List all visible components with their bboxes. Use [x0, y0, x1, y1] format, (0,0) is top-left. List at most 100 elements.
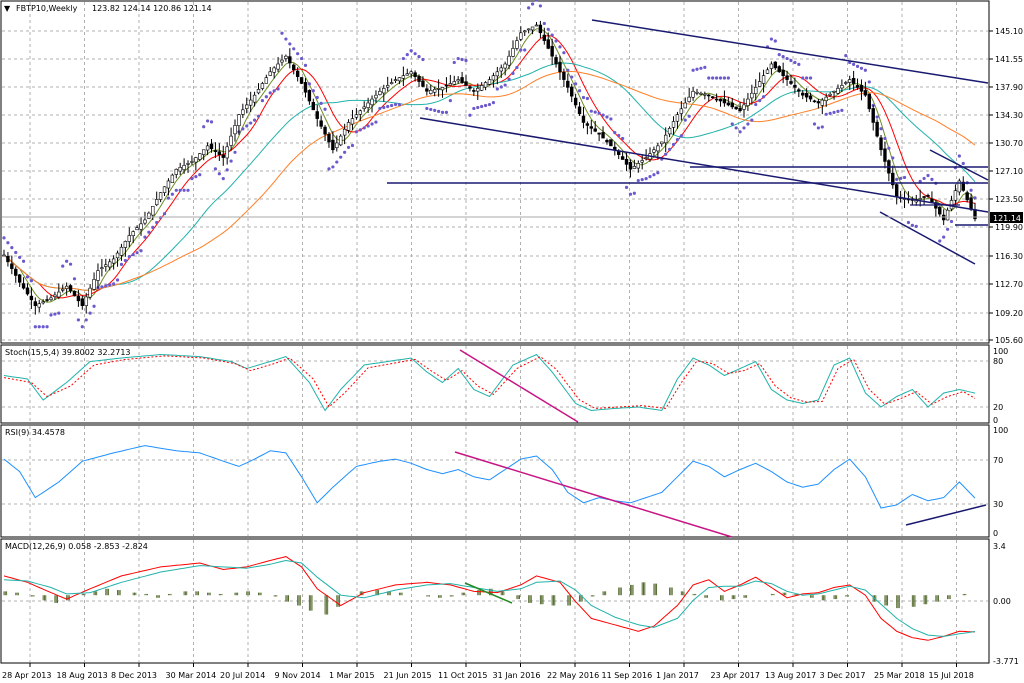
sar-dot	[350, 143, 355, 148]
candle-body	[221, 154, 225, 158]
sar-dot	[213, 167, 218, 171]
sar-dot	[754, 102, 758, 107]
sar-dot	[382, 105, 386, 110]
candle-body	[45, 299, 49, 301]
candle-body	[530, 26, 535, 31]
candle-body	[777, 66, 781, 73]
sar-dot	[722, 76, 727, 80]
candle-body	[33, 301, 38, 306]
candle-body	[10, 263, 14, 269]
sar-dot	[973, 196, 977, 200]
sar-dot	[758, 99, 762, 103]
candle-body	[605, 140, 609, 143]
title-arrow: ▼	[4, 4, 11, 13]
sar-dot	[605, 115, 609, 119]
sar-dot	[495, 87, 499, 91]
sar-dot	[491, 100, 496, 105]
candle-body	[848, 79, 852, 83]
candle-body	[186, 163, 190, 165]
candle-body	[209, 143, 214, 150]
candle-body	[151, 205, 155, 216]
sar-dot	[515, 65, 519, 70]
candle-body	[292, 64, 296, 71]
candle-body	[154, 199, 159, 206]
candle-body	[319, 120, 323, 127]
sar-dot	[252, 118, 257, 122]
candle-body	[804, 93, 809, 98]
sar-dot	[644, 177, 648, 181]
sar-dot	[863, 68, 867, 72]
x-tick-label: 22 May 2016	[547, 671, 599, 680]
sar-dot	[249, 121, 253, 125]
sar-dot	[534, 0, 539, 2]
price-tick-label: 130.70	[995, 139, 1023, 148]
sar-dot	[519, 48, 523, 52]
x-tick-label: 1 Mar 2015	[329, 671, 375, 680]
sar-dot	[440, 110, 445, 114]
sar-dot	[875, 115, 879, 119]
candle-body	[76, 296, 81, 302]
candle-body	[88, 287, 92, 298]
candle-body	[644, 157, 648, 159]
sar-dot	[542, 21, 546, 26]
candle-body	[245, 104, 249, 109]
sar-dot	[123, 258, 127, 263]
candle-body	[472, 90, 476, 92]
candle-body	[362, 106, 366, 109]
candle-body	[969, 197, 973, 210]
candle-body	[264, 77, 269, 84]
sar-dot	[45, 325, 49, 329]
sar-dot	[570, 75, 574, 79]
sar-dot	[483, 103, 488, 108]
sar-dot	[390, 103, 394, 108]
candle-body	[526, 28, 531, 31]
sar-dot	[589, 109, 593, 113]
sar-dot	[511, 71, 515, 75]
x-tick-label: 28 Apr 2013	[2, 671, 51, 680]
sar-dot	[852, 62, 856, 66]
sar-dot	[632, 191, 636, 195]
candle-body	[331, 139, 335, 151]
sar-dot	[891, 156, 895, 160]
sar-dot	[41, 325, 45, 329]
candle-body	[816, 101, 821, 104]
sar-dot	[910, 223, 914, 227]
candle-body	[401, 75, 406, 79]
sar-dot	[527, 6, 531, 10]
stoch-divergence-line	[459, 349, 579, 423]
candle-body	[6, 255, 10, 263]
sar-dot	[115, 278, 120, 282]
candle-body	[198, 153, 202, 160]
candle-body	[111, 258, 116, 264]
candle-body	[679, 108, 684, 114]
sar-dot	[354, 130, 358, 134]
candle-body	[511, 48, 515, 57]
candle-body	[92, 279, 96, 290]
candle-body	[335, 142, 339, 148]
sar-dot	[711, 76, 715, 80]
sar-dot	[33, 325, 37, 329]
sar-dot	[194, 175, 198, 179]
candle-body	[593, 128, 597, 132]
sar-dot	[378, 106, 382, 111]
candle-body	[429, 90, 433, 94]
candle-body	[734, 106, 738, 110]
sar-dot	[217, 172, 221, 176]
sar-dot	[362, 126, 366, 130]
sar-dot	[409, 49, 413, 53]
stoch-signal-line	[3, 355, 976, 409]
sar-dot	[675, 138, 680, 142]
sar-dot	[789, 58, 793, 63]
sar-dot	[593, 110, 597, 114]
candle-body	[190, 161, 194, 163]
candle-body	[534, 24, 539, 27]
sar-dot	[288, 42, 292, 46]
sar-dot	[29, 279, 34, 283]
sar-dot	[131, 253, 135, 257]
sar-dot	[429, 107, 433, 112]
sar-dot	[585, 96, 589, 101]
candle-body	[17, 274, 22, 283]
sar-dot	[460, 57, 464, 62]
price-tick-label: 145.10	[995, 27, 1023, 36]
stoch-tick-label: 100	[993, 347, 1008, 356]
